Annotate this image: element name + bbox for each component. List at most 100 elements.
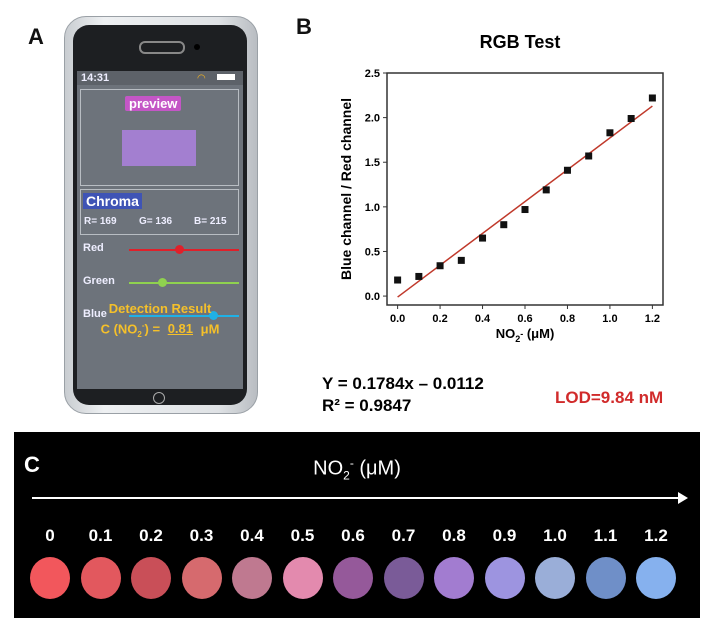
x-axis-label-part: (μM) <box>523 326 554 341</box>
data-point <box>585 152 593 160</box>
home-button[interactable] <box>153 392 165 404</box>
slider-knob[interactable] <box>174 245 184 254</box>
concentration-label: 0.8 <box>442 526 466 545</box>
chroma-label: Chroma <box>83 193 142 209</box>
preview-panel: preview <box>80 89 239 186</box>
data-point <box>415 272 423 280</box>
x-tick-label: 0.8 <box>560 313 575 325</box>
result-value: 0.81 <box>167 321 193 337</box>
preview-label: preview <box>125 96 182 111</box>
data-point <box>457 256 465 264</box>
slider-blue[interactable] <box>129 311 239 320</box>
plot-frame <box>386 72 664 306</box>
concentration-label: 1.1 <box>593 526 618 545</box>
x-axis-label: NO2- (μM) <box>496 326 555 344</box>
rgb-chart: 0.0 0.2 0.4 0.6 0.8 1.0 1.2 0.0 0.5 1.0 1.5 2.0 2.5 B… <box>338 68 664 344</box>
strip-title-unit: (μM) <box>353 457 401 480</box>
slider-label-red: Red <box>83 242 104 254</box>
fit-line <box>397 105 653 298</box>
x-axis-label-part: 2 <box>515 334 520 344</box>
r-value: R= 169 <box>84 216 117 227</box>
color-strip-panel: C NO2- (μM) 0 0.1 0.2 0.3 0.4 0.5 0.6 0.7 0.8 0.9… <box>14 432 700 618</box>
color-swatch <box>282 557 323 599</box>
data-point <box>521 206 529 214</box>
concentration-label: 0.1 <box>88 526 113 545</box>
fit-equation: Y = 0.1784x – 0.0112 <box>322 374 484 393</box>
strip-title: NO2- (μM) <box>14 456 700 483</box>
camera-icon <box>194 44 200 50</box>
phone-screen: 14:31 ◠ preview Chroma R= 169 G= 136 B= … <box>77 71 243 389</box>
color-swatch <box>30 557 70 599</box>
y-tick-label: 1.0 <box>365 202 380 214</box>
concentration-label: 0.3 <box>189 526 214 545</box>
x-axis-label-part: - <box>520 329 523 339</box>
chroma-panel: Chroma R= 169 G= 136 B= 215 <box>80 189 239 235</box>
result-sub: 2 <box>137 329 142 339</box>
concentration-label: 0.4 <box>240 526 264 545</box>
arrow-head-icon <box>678 492 688 504</box>
slider-knob[interactable] <box>158 278 167 287</box>
x-tick-label: 0.2 <box>432 313 447 325</box>
result-mid: ) = <box>144 321 164 337</box>
result-prefix: C (NO <box>100 321 138 337</box>
concentration-arrow <box>32 497 684 499</box>
data-point <box>648 94 656 102</box>
color-swatch <box>585 557 626 599</box>
y-tick-label: 0.0 <box>365 291 380 303</box>
x-tick-label: 1.0 <box>602 313 617 325</box>
y-axis-label: Blue channel / Red channel <box>338 98 354 280</box>
strip-title-main: NO <box>313 457 344 480</box>
color-swatch <box>383 557 424 599</box>
data-point <box>627 115 635 123</box>
g-value: G= 136 <box>139 216 173 227</box>
data-point <box>479 234 487 242</box>
slider-label-green: Green <box>83 275 115 287</box>
x-tick-label: 0.0 <box>390 313 405 325</box>
concentration-label: 0 <box>45 526 55 545</box>
color-swatch <box>232 557 272 599</box>
data-point <box>436 262 444 270</box>
concentration-label: 0.9 <box>492 526 517 545</box>
color-swatch <box>181 557 222 599</box>
concentration-label: 0.7 <box>391 526 416 545</box>
preview-image <box>122 130 196 166</box>
data-point <box>394 276 402 284</box>
x-tick-label: 0.6 <box>517 313 532 325</box>
detection-result-value-line: C (NO2-) = 0.81 μM <box>77 321 243 339</box>
phone-bezel: 14:31 ◠ preview Chroma R= 169 G= 136 B= … <box>73 25 247 405</box>
strip-title-sup: - <box>349 456 354 470</box>
data-point <box>606 129 614 137</box>
status-bar <box>77 71 243 85</box>
y-tick-label: 0.5 <box>365 246 380 258</box>
color-swatch <box>484 557 525 599</box>
data-point <box>542 186 550 194</box>
speaker-icon <box>139 41 185 54</box>
color-swatch <box>535 557 575 599</box>
y-tick-label: 2.5 <box>365 68 380 80</box>
color-swatch <box>80 557 121 599</box>
concentration-label: 0.6 <box>341 526 365 545</box>
y-tick-label: 1.5 <box>365 157 380 169</box>
battery-icon <box>217 74 235 80</box>
strip-title-sub: 2 <box>343 468 350 483</box>
color-swatch <box>636 557 676 599</box>
lod-label: LOD=9.84 nM <box>555 388 664 407</box>
panel-label-b: B <box>296 14 312 39</box>
concentration-label: 1.2 <box>644 526 668 545</box>
concentration-label: 0.5 <box>290 526 315 545</box>
concentration-label: 0.2 <box>139 526 163 545</box>
color-swatch <box>434 557 474 599</box>
slider-green[interactable] <box>129 278 239 287</box>
x-tick-label: 0.4 <box>475 313 491 325</box>
x-axis-label-part: NO <box>496 326 516 341</box>
result-sup: - <box>141 321 145 330</box>
b-value: B= 215 <box>194 216 227 227</box>
slider-red[interactable] <box>129 245 239 254</box>
panel-label-a: A <box>28 24 44 49</box>
chart-title: RGB Test <box>479 32 561 52</box>
slider-knob[interactable] <box>208 311 218 320</box>
color-swatch <box>131 557 171 599</box>
phone-mockup: 14:31 ◠ preview Chroma R= 169 G= 136 B= … <box>64 16 258 414</box>
status-time: 14:31 <box>81 72 110 84</box>
data-point <box>500 221 508 229</box>
